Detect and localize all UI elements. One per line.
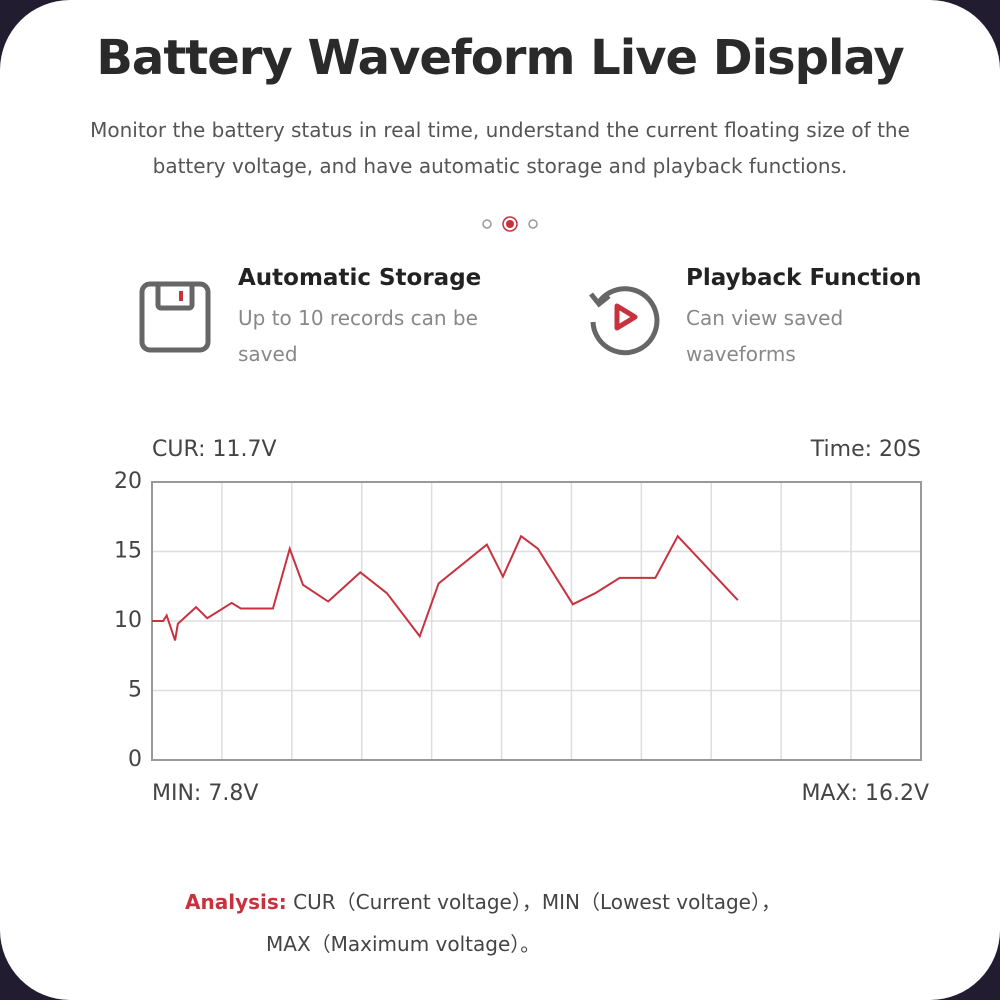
y-tick-label: 15 (114, 539, 142, 564)
annotation: Time: 20S (810, 437, 921, 462)
subtitle: battery voltage, and have automatic stor… (152, 154, 848, 178)
feature-text: saved (238, 342, 298, 366)
annotation: CUR: 11.7V (152, 437, 277, 462)
data-line (152, 534, 739, 641)
subtitle: Monitor the battery status in real time,… (90, 118, 910, 142)
analysis: Analysis: CUR（Current voltage），MIN（Lowes… (185, 886, 781, 915)
y-tick-label: 0 (128, 747, 142, 772)
feature-title: Playback Function (686, 265, 922, 291)
pager (482, 216, 538, 232)
feature-text: Can view saved (686, 306, 844, 330)
y-tick-label: 20 (114, 469, 142, 494)
annotation: MIN: 7.8V (152, 781, 258, 806)
title: Battery Waveform Live Display (96, 30, 904, 86)
chart: CUR: 11.7V Time: 20S MIN: 7.8V MAX: 16.2… (114, 437, 929, 806)
analysis-text: MAX（Maximum voltage）。 (266, 932, 541, 956)
feature-title: Automatic Storage (238, 265, 482, 291)
storage-icon (139, 281, 211, 353)
y-tick-label: 10 (114, 608, 142, 633)
feature-text: waveforms (686, 342, 796, 366)
feature-text: Up to 10 records can be (238, 306, 478, 330)
analysis-text: CUR（Current voltage），MIN（Lowest voltage）… (293, 890, 781, 914)
annotation: MAX: 16.2V (801, 781, 929, 806)
y-tick-label: 5 (128, 678, 142, 703)
playback-icon (589, 286, 660, 356)
analysis-label: Analysis: (185, 890, 287, 914)
